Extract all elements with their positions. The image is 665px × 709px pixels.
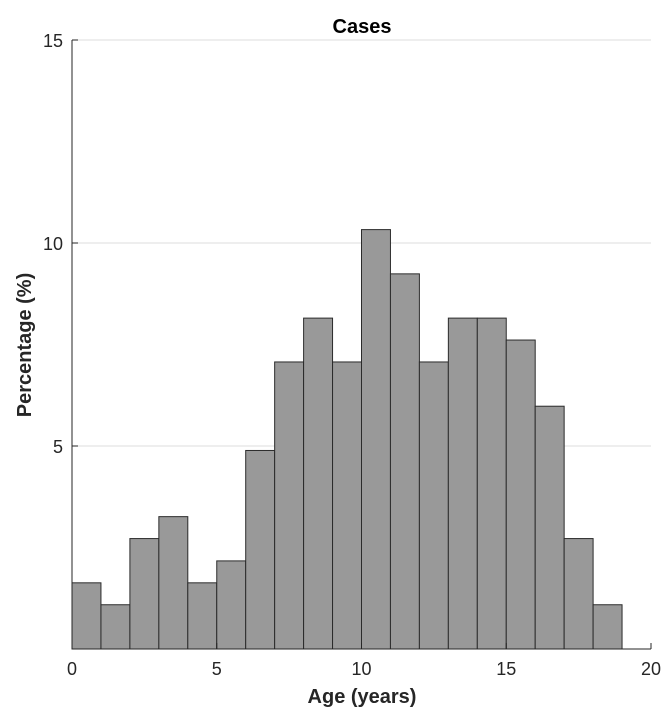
histogram-bar <box>71 582 102 650</box>
histogram-bar <box>447 317 478 650</box>
histogram-bar <box>100 604 131 650</box>
x-axis-label: Age (years) <box>308 686 417 708</box>
histogram-bar <box>389 273 420 650</box>
x-tick-label: 5 <box>212 659 222 679</box>
histogram-bar <box>418 361 449 650</box>
histogram-bar <box>216 560 247 650</box>
histogram-bar <box>563 538 594 650</box>
histogram-bar <box>332 361 362 650</box>
x-tick-label: 20 <box>641 659 661 679</box>
x-tick-label: 15 <box>496 659 516 679</box>
chart-title: Cases <box>333 16 392 38</box>
histogram-bar <box>592 604 623 650</box>
y-axis-label: Percentage (%) <box>14 273 36 418</box>
histogram-bar <box>187 582 218 650</box>
histogram-bar <box>129 538 160 650</box>
x-tick-label: 10 <box>351 659 371 679</box>
histogram-bar <box>158 516 189 650</box>
y-tick-label: 10 <box>43 234 63 254</box>
histogram-bar <box>534 405 565 650</box>
histogram-bar <box>505 339 536 650</box>
x-tick-label: 0 <box>67 659 77 679</box>
histogram-bar <box>303 317 334 650</box>
y-tick-label: 5 <box>53 437 63 457</box>
y-tick-label: 15 <box>43 31 63 51</box>
histogram-bar <box>274 361 305 650</box>
histogram-bar <box>476 317 507 650</box>
histogram-bar <box>361 229 391 650</box>
histogram-bars <box>71 229 623 650</box>
histogram-bar <box>245 449 276 650</box>
tick-labels: 0 5 10 15 20 5 10 15 <box>43 31 661 679</box>
